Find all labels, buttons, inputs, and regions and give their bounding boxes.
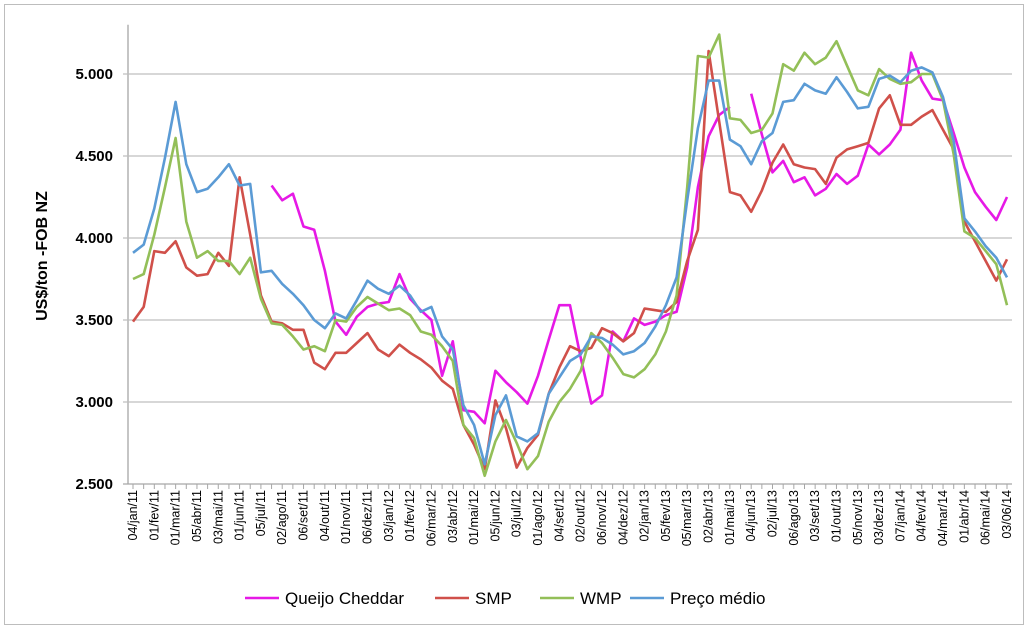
x-tick-label: 05/jun/12	[488, 490, 502, 541]
x-tick-label: 03/mai/11	[211, 490, 225, 544]
x-tick-label: 01/mai/13	[723, 490, 737, 545]
x-tick-label: 03/set/13	[808, 490, 822, 541]
x-tick-label: 04/out/11	[318, 490, 332, 541]
x-tick-label: 04/jun/13	[744, 490, 758, 541]
x-tick-label: 02/ago/11	[275, 490, 289, 545]
x-tick-label: 05/mar/13	[680, 490, 694, 546]
x-tick-label: 01/ago/12	[531, 490, 545, 546]
x-tick-label: 03/dez/13	[872, 490, 886, 545]
x-axis-ticks: 04/jan/11 01/fev/11 01/mar/11 05/abr/11 03/m…	[126, 484, 1014, 546]
x-tick-label: 02/out/12	[574, 490, 588, 542]
x-tick-label: 03/jan/12	[382, 490, 396, 541]
legend-label-pre-o-m-dio: Preço médio	[670, 589, 765, 608]
x-tick-label: 02/abr/13	[702, 490, 716, 543]
x-tick-label: 01/fev/11	[147, 490, 161, 541]
x-tick-label: 06/mai/14	[979, 490, 993, 545]
legend-label-wmp: WMP	[580, 589, 622, 608]
x-tick-label: 04/jan/11	[126, 490, 140, 541]
x-tick-label: 03/jul/12	[510, 490, 524, 537]
series-line-wmp	[132, 33, 1009, 478]
y-axis-label: US$/ton -FOB NZ	[34, 191, 51, 321]
y-tick-label: 4.000	[75, 230, 113, 247]
series-line-queijo-cheddar	[270, 105, 731, 425]
y-tick-label: 3.500	[75, 312, 113, 329]
x-tick-label: 05/abr/11	[190, 490, 204, 542]
x-tick-label: 04/set/12	[552, 490, 566, 541]
series-line-pre-o-m-dio	[132, 66, 1009, 466]
chart-frame	[4, 4, 1024, 625]
x-tick-label: 03/abr/12	[446, 490, 460, 543]
y-tick-label: 2.500	[75, 476, 113, 493]
gridlines	[123, 24, 1012, 485]
x-tick-label: 01/mar/11	[169, 490, 183, 545]
series-lines	[131, 33, 1009, 478]
x-tick-label: 05/jul/11	[254, 490, 268, 536]
y-axis-ticks: 2.500 3.000 3.500 4.000 4.500 5.000	[75, 66, 113, 493]
x-tick-label: 01/out/13	[829, 490, 843, 542]
y-tick-label: 5.000	[75, 66, 113, 83]
x-tick-label: 06/dez/11	[360, 490, 374, 544]
legend-label-smp: SMP	[475, 589, 512, 608]
x-tick-label: 01/abr/14	[957, 490, 971, 543]
x-tick-label: 01/mai/12	[467, 490, 481, 545]
x-tick-label: 04/dez/12	[616, 490, 630, 545]
legend: Queijo Cheddar SMP WMP Preço médio	[245, 589, 765, 608]
series-line-queijo-cheddar	[749, 51, 1009, 222]
x-tick-label: 06/mar/12	[424, 490, 438, 546]
x-tick-label: 05/nov/13	[851, 490, 865, 545]
x-tick-label: 06/nov/12	[595, 490, 609, 545]
series-line-smp	[131, 49, 1009, 471]
x-tick-label: 02/jul/13	[766, 490, 780, 537]
x-tick-label: 01/nov/11	[339, 490, 353, 544]
y-tick-label: 4.500	[75, 148, 113, 165]
x-tick-label: 07/jan/14	[893, 490, 907, 541]
x-tick-label: 06/ago/13	[787, 490, 801, 546]
x-tick-label: 06/set/11	[297, 490, 311, 541]
x-tick-label: 04/mar/14	[936, 490, 950, 546]
y-tick-label: 3.000	[75, 394, 113, 411]
legend-label-queijo-cheddar: Queijo Cheddar	[285, 589, 404, 608]
x-tick-label: 01/fev/12	[403, 490, 417, 541]
x-tick-label: 03/06/14	[1000, 490, 1014, 539]
x-tick-label: 04/fev/14	[915, 490, 929, 541]
x-tick-label: 05/fev/13	[659, 490, 673, 541]
x-tick-label: 02/jan/13	[638, 490, 652, 541]
x-tick-label: 01/jun/11	[233, 490, 247, 541]
